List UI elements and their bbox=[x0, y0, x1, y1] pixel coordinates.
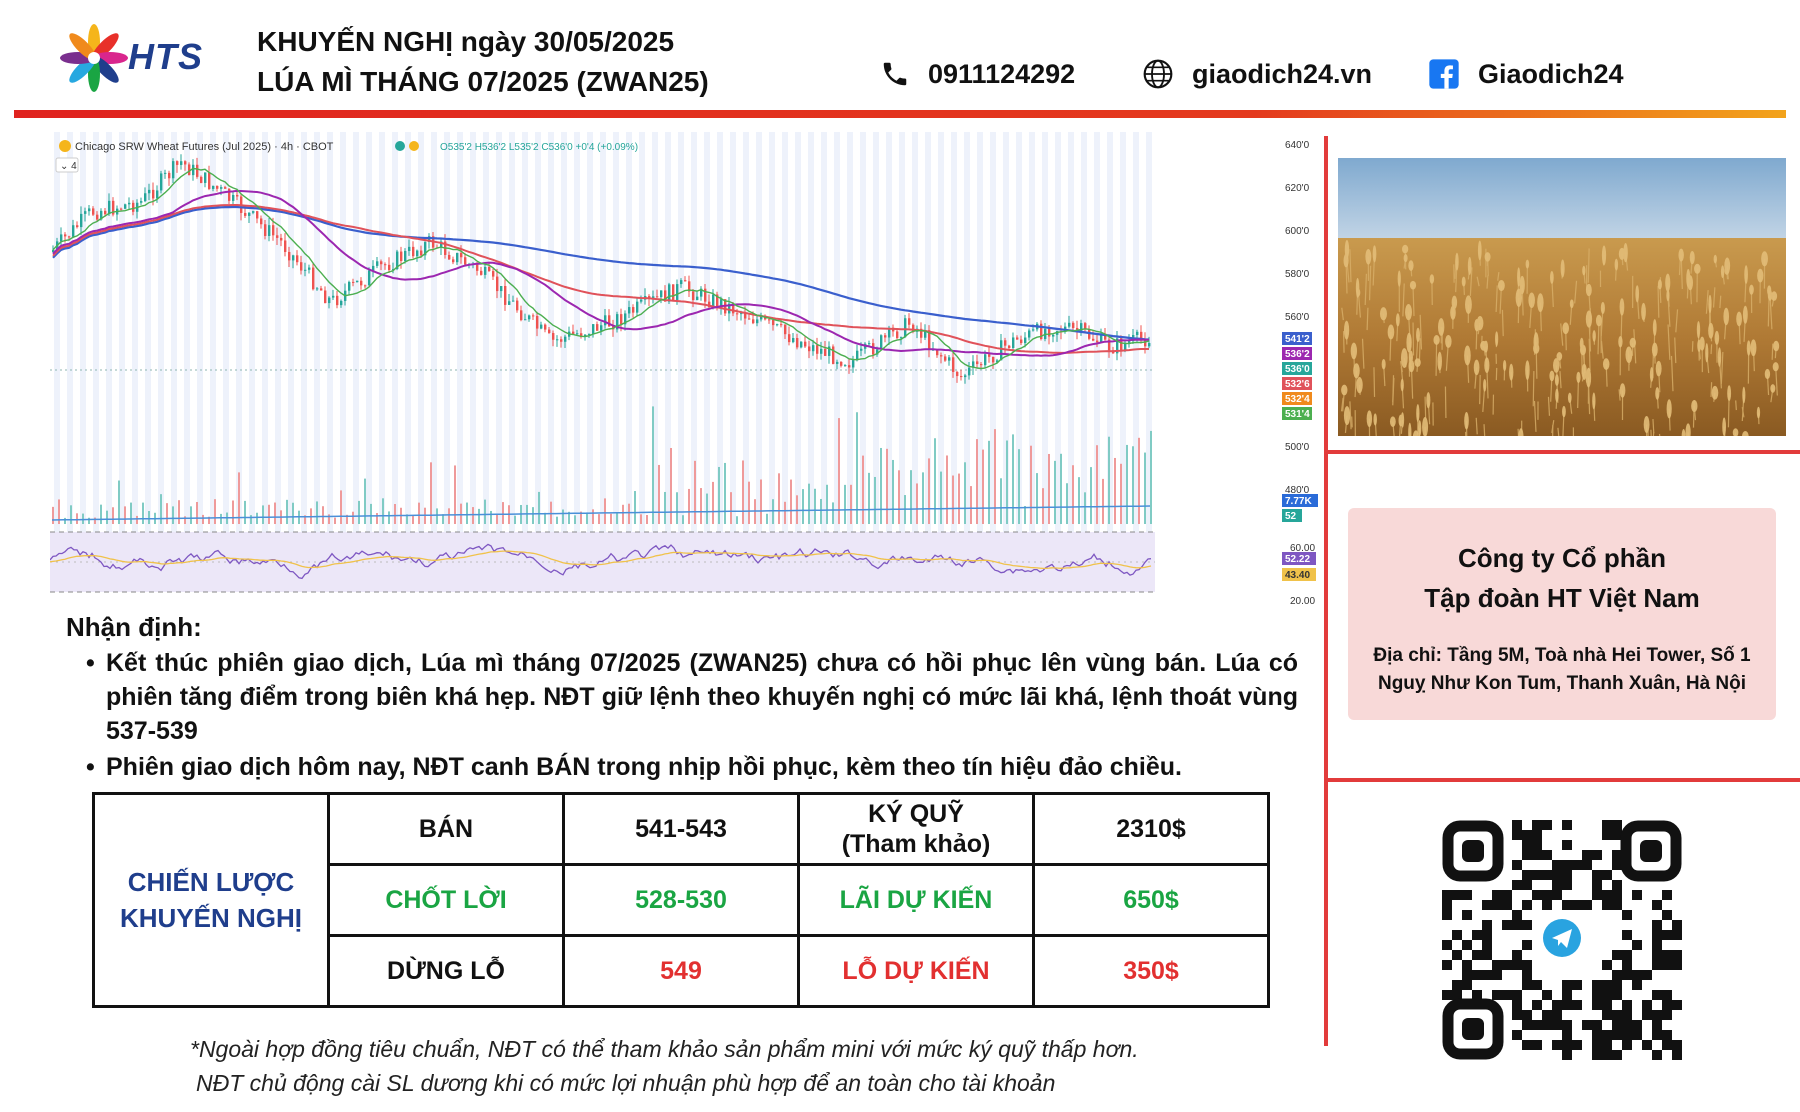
ma-50-line bbox=[52, 189, 1150, 357]
table-row: CHỐT LỜI 528-530 LÃI DỰ KIẾN 650$ bbox=[94, 863, 1270, 937]
svg-text:60.00: 60.00 bbox=[1290, 543, 1315, 554]
svg-text:500'0: 500'0 bbox=[1285, 442, 1310, 453]
svg-text:532'6: 532'6 bbox=[1285, 379, 1310, 390]
facebook-contact[interactable]: Giaodich24 bbox=[1428, 58, 1624, 90]
strategy-table: CHIẾN LƯỢC KHUYẾN NGHỊ BÁN 541-543 KÝ QU… bbox=[92, 792, 1270, 1008]
phone-contact[interactable]: 0911124292 bbox=[880, 58, 1075, 90]
analysis-bullet-1: Kết thúc phiên giao dịch, Lúa mì tháng 0… bbox=[86, 646, 1298, 748]
company-address: Địa chỉ: Tầng 5M, Toà nhà Hei Tower, Số … bbox=[1373, 645, 1751, 694]
analysis-bullets: Kết thúc phiên giao dịch, Lúa mì tháng 0… bbox=[86, 646, 1298, 784]
analysis-title: Nhận định: bbox=[66, 612, 202, 642]
svg-text:532'4: 532'4 bbox=[1285, 394, 1310, 405]
svg-text:580'0: 580'0 bbox=[1285, 269, 1310, 280]
chart-svg: Chicago SRW Wheat Futures (Jul 2025) · 4… bbox=[49, 132, 1318, 608]
svg-text:531'4: 531'4 bbox=[1285, 409, 1310, 420]
phone-icon bbox=[883, 62, 907, 86]
svg-text:541'2: 541'2 bbox=[1285, 334, 1310, 345]
svg-text:7.77K: 7.77K bbox=[1285, 496, 1312, 507]
margin-amount: 2310$ bbox=[1032, 792, 1270, 866]
stop-loss-action: DỪNG LỖ bbox=[327, 934, 565, 1008]
indicator-toggle-button[interactable] bbox=[55, 157, 79, 173]
svg-text:620'0: 620'0 bbox=[1285, 183, 1310, 194]
sell-action: BÁN bbox=[327, 792, 565, 866]
page-title: KHUYẾN NGHỊ ngày 30/05/2025 LÚA MÌ THÁNG… bbox=[257, 22, 709, 102]
price-tags: 541'2 536'2 536'0 532'6 532'4 531'4 7.77… bbox=[1282, 332, 1318, 581]
ma-20-line bbox=[52, 167, 1150, 370]
svg-text:536'2: 536'2 bbox=[1285, 349, 1310, 360]
logo-flower-icon bbox=[60, 24, 128, 92]
right-column-divider bbox=[1324, 136, 1328, 1046]
svg-text:480'0: 480'0 bbox=[1285, 485, 1310, 496]
symbol-dot-icon bbox=[59, 140, 71, 152]
volume-ma-line bbox=[51, 505, 1151, 521]
phone-number: 0911124292 bbox=[928, 58, 1076, 89]
svg-text:560'0: 560'0 bbox=[1285, 312, 1310, 323]
take-profit-action: CHỐT LỜI bbox=[327, 863, 565, 937]
stop-loss-value: 549 bbox=[562, 934, 800, 1008]
ma-200-line bbox=[52, 205, 1150, 341]
website-contact[interactable]: giaodich24.vn bbox=[1142, 58, 1372, 90]
expected-loss-amount: 350$ bbox=[1032, 934, 1270, 1008]
svg-text:43.40: 43.40 bbox=[1285, 570, 1310, 581]
svg-text:52.22: 52.22 bbox=[1285, 554, 1310, 565]
take-profit-range: 528-530 bbox=[562, 863, 800, 937]
facebook-name[interactable]: Giaodich24 bbox=[1478, 58, 1624, 89]
margin-label: KÝ QUỸ (Tham khảo) bbox=[797, 792, 1035, 866]
wheat-field-photo bbox=[1338, 158, 1786, 436]
title-date-line: KHUYẾN NGHỊ ngày 30/05/2025 bbox=[257, 26, 675, 57]
svg-text:600'0: 600'0 bbox=[1285, 226, 1310, 237]
facebook-icon bbox=[1429, 59, 1459, 89]
rsi-ma-line bbox=[49, 550, 1152, 570]
symbol-label: Chicago SRW Wheat Futures (Jul 2025) · 4… bbox=[75, 141, 334, 153]
table-row: CHIẾN LƯỢC KHUYẾN NGHỊ BÁN 541-543 KÝ QU… bbox=[92, 792, 1270, 1008]
expected-profit-label: LÃI DỰ KIẾN bbox=[797, 863, 1035, 937]
sell-range: 541-543 bbox=[562, 792, 800, 866]
delayed-data-icon bbox=[409, 141, 419, 151]
qr-code-image bbox=[1440, 818, 1684, 1062]
footnote-2: NĐT chủ động cài SL dương khi có mức lợi… bbox=[196, 1070, 1056, 1096]
table-row: DỪNG LỖ 549 LỖ DỰ KIẾN 350$ bbox=[94, 934, 1270, 1008]
ohlc-label: O535'2 H536'2 L535'2 C536'0 +0'4 (+0.09%… bbox=[440, 142, 638, 153]
market-open-icon bbox=[395, 141, 405, 151]
price-chart: Chicago SRW Wheat Futures (Jul 2025) · 4… bbox=[49, 132, 1320, 608]
title-product-line: LÚA MÌ THÁNG 07/2025 (ZWAN25) bbox=[257, 66, 709, 97]
svg-text:536'0: 536'0 bbox=[1285, 364, 1310, 375]
expected-loss-label: LỖ DỰ KIẾN bbox=[797, 934, 1035, 1008]
svg-text:20.00: 20.00 bbox=[1290, 596, 1315, 607]
wheat-field-image bbox=[1338, 158, 1786, 436]
hts-logo bbox=[60, 22, 210, 94]
analysis-bullet-2: Phiên giao dịch hôm nay, NĐT canh BÁN tr… bbox=[86, 750, 1298, 784]
footnote-1: *Ngoài hợp đồng tiêu chuẩn, NĐT có thể t… bbox=[190, 1036, 1139, 1062]
ma-100-line bbox=[52, 204, 1149, 354]
svg-text:52: 52 bbox=[1285, 511, 1297, 522]
right-divider-2 bbox=[1326, 778, 1800, 782]
indicator-count: ⌄ 4 bbox=[60, 161, 77, 172]
globe-icon bbox=[1143, 59, 1173, 89]
header-divider bbox=[14, 110, 1786, 118]
company-name: Công ty Cổ phần Tập đoàn HT Việt Nam bbox=[1424, 543, 1700, 613]
logo-text: HTS bbox=[128, 36, 203, 77]
expected-profit-amount: 650$ bbox=[1032, 863, 1270, 937]
svg-text:640'0: 640'0 bbox=[1285, 140, 1310, 151]
website-link[interactable]: giaodich24.vn bbox=[1192, 58, 1373, 89]
volume-bars bbox=[52, 406, 1152, 524]
strategy-label: CHIẾN LƯỢC KHUYẾN NGHỊ bbox=[92, 792, 330, 1008]
company-card: Công ty Cổ phần Tập đoàn HT Việt Nam Địa… bbox=[1348, 508, 1776, 720]
qr-code[interactable] bbox=[1440, 818, 1684, 1062]
price-axis: 640'0 620'0 600'0 580'0 560'0 500'0 480'… bbox=[1285, 140, 1315, 607]
right-divider-1 bbox=[1326, 450, 1800, 454]
